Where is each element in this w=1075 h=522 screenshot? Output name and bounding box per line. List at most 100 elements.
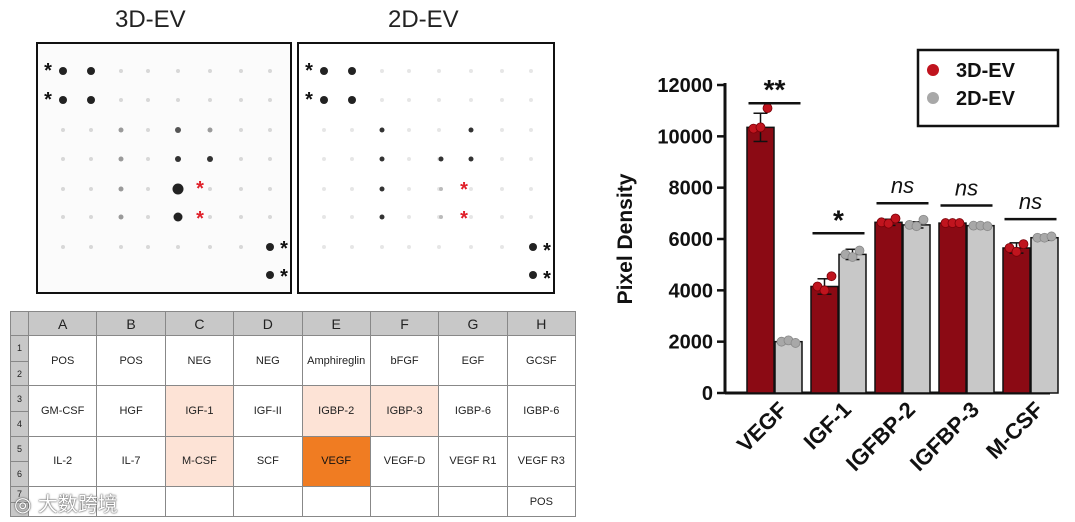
- watermark-logo-icon: ◎: [14, 492, 32, 516]
- array-spot: [379, 214, 385, 220]
- array-spot-vegf: [439, 215, 443, 219]
- array-key-cell: [164, 486, 235, 517]
- array-key-cell: VEGF R1: [438, 435, 508, 488]
- array-spot-faint: [322, 245, 326, 249]
- array-spot-faint: [529, 98, 533, 102]
- array-key-col-header: E: [301, 311, 371, 336]
- array-spot-faint: [350, 187, 354, 191]
- array-key-cell: IGF-II: [233, 385, 303, 437]
- membrane-3d-ev: * * * * * *: [36, 42, 292, 294]
- array-spot-faint: [119, 69, 123, 73]
- array-key-cell: POS: [27, 334, 98, 387]
- highlight-star-marker: *: [460, 179, 468, 201]
- array-spot-positive: [348, 96, 356, 104]
- array-spot-faint: [380, 98, 384, 102]
- array-spot: [379, 156, 385, 162]
- array-spot-faint: [469, 98, 473, 102]
- array-spot-faint: [146, 187, 150, 191]
- array-spot-faint: [529, 128, 533, 132]
- array-spot-vegf: [173, 212, 183, 222]
- array-spot-faint: [239, 157, 243, 161]
- array-key-cell: [369, 486, 440, 517]
- x-tick-label: IGFBP-2: [841, 397, 920, 476]
- x-tick-label: VEGF: [732, 397, 792, 457]
- y-tick-label: 12000: [657, 75, 713, 97]
- array-key-cell: [233, 486, 303, 517]
- array-spot-faint: [407, 128, 411, 132]
- array-spot-faint: [380, 69, 384, 73]
- array-spot: [175, 156, 181, 162]
- array-spot-faint: [407, 245, 411, 249]
- array-spot: [379, 127, 385, 133]
- array-spot-faint: [437, 128, 441, 132]
- array-key-col-header: B: [96, 311, 166, 336]
- array-key-cell: HGF: [96, 385, 166, 437]
- array-spot-faint: [268, 215, 272, 219]
- array-spot-faint: [500, 69, 504, 73]
- array-spot-faint: [89, 187, 93, 191]
- array-spot-faint: [500, 157, 504, 161]
- data-point-2d-ev: [982, 221, 993, 232]
- array-key-cell: POS: [506, 486, 577, 517]
- bar-3d-ev: [746, 126, 775, 394]
- legend-label: 2D-EV: [956, 88, 1016, 110]
- array-spot-faint: [239, 215, 243, 219]
- x-tick-label: IGFBP-3: [905, 397, 984, 476]
- array-spot-faint: [437, 245, 441, 249]
- array-spot-faint: [380, 245, 384, 249]
- left-panel-title: 3D-EV: [115, 6, 186, 33]
- array-spot-vegf: [172, 183, 184, 195]
- x-tick-label: IGF-1: [799, 397, 856, 454]
- data-point-2d-ev: [918, 214, 929, 225]
- array-key-cell: VEGF-D: [369, 435, 440, 488]
- array-spot-faint: [469, 187, 473, 191]
- array-spot: [468, 127, 474, 133]
- array-spot-faint: [89, 128, 93, 132]
- array-spot-faint: [119, 98, 123, 102]
- array-spot-positive: [266, 243, 274, 251]
- array-key-row: 7 POS: [10, 486, 577, 517]
- array-spot-faint: [407, 157, 411, 161]
- watermark-text: 大数跨境: [37, 492, 118, 516]
- array-key-col-header: D: [233, 311, 303, 336]
- array-spot-positive: [529, 271, 537, 279]
- right-panel-title: 2D-EV: [388, 6, 459, 33]
- array-spot-faint: [146, 245, 150, 249]
- reference-star-marker: *: [305, 89, 313, 111]
- array-spot-positive: [59, 96, 67, 104]
- reference-star-marker: *: [305, 60, 313, 82]
- data-point-3d-ev: [826, 271, 837, 282]
- array-spot: [438, 156, 444, 162]
- significance-label: ns: [955, 176, 978, 201]
- array-key-col-header: G: [438, 311, 508, 336]
- significance-label: ns: [1019, 189, 1042, 214]
- bar-2d-ev: [1030, 236, 1059, 394]
- array-spot-faint: [146, 215, 150, 219]
- array-spot-faint: [268, 98, 272, 102]
- reference-star-marker: *: [543, 268, 551, 290]
- array-key-cell: GCSF: [506, 334, 577, 387]
- array-key-cell-highlighted-strong: VEGF: [301, 435, 371, 488]
- pixel-density-chart: 0 2000 4000 6000 8000 10000 12000 Pixel Density…: [614, 48, 1060, 476]
- data-point-3d-ev: [1011, 246, 1022, 257]
- array-spot-faint: [469, 215, 473, 219]
- array-spot-faint: [239, 187, 243, 191]
- array-spot-positive: [87, 96, 95, 104]
- array-spot-positive: [320, 96, 328, 104]
- array-spot-faint: [322, 128, 326, 132]
- array-spot-positive: [320, 67, 328, 75]
- reference-star-marker: *: [44, 89, 52, 111]
- array-spot-faint: [407, 187, 411, 191]
- array-spot-faint: [61, 215, 65, 219]
- array-key-cell: bFGF: [369, 334, 440, 387]
- array-spot-faint: [146, 128, 150, 132]
- array-spot-faint: [208, 215, 212, 219]
- data-point-2d-ev: [790, 338, 801, 348]
- reference-star-marker: *: [280, 238, 288, 260]
- highlight-star-marker: *: [196, 208, 204, 230]
- array-spot-positive: [266, 271, 274, 279]
- y-tick-label: 2000: [669, 332, 714, 354]
- array-spot: [207, 156, 213, 162]
